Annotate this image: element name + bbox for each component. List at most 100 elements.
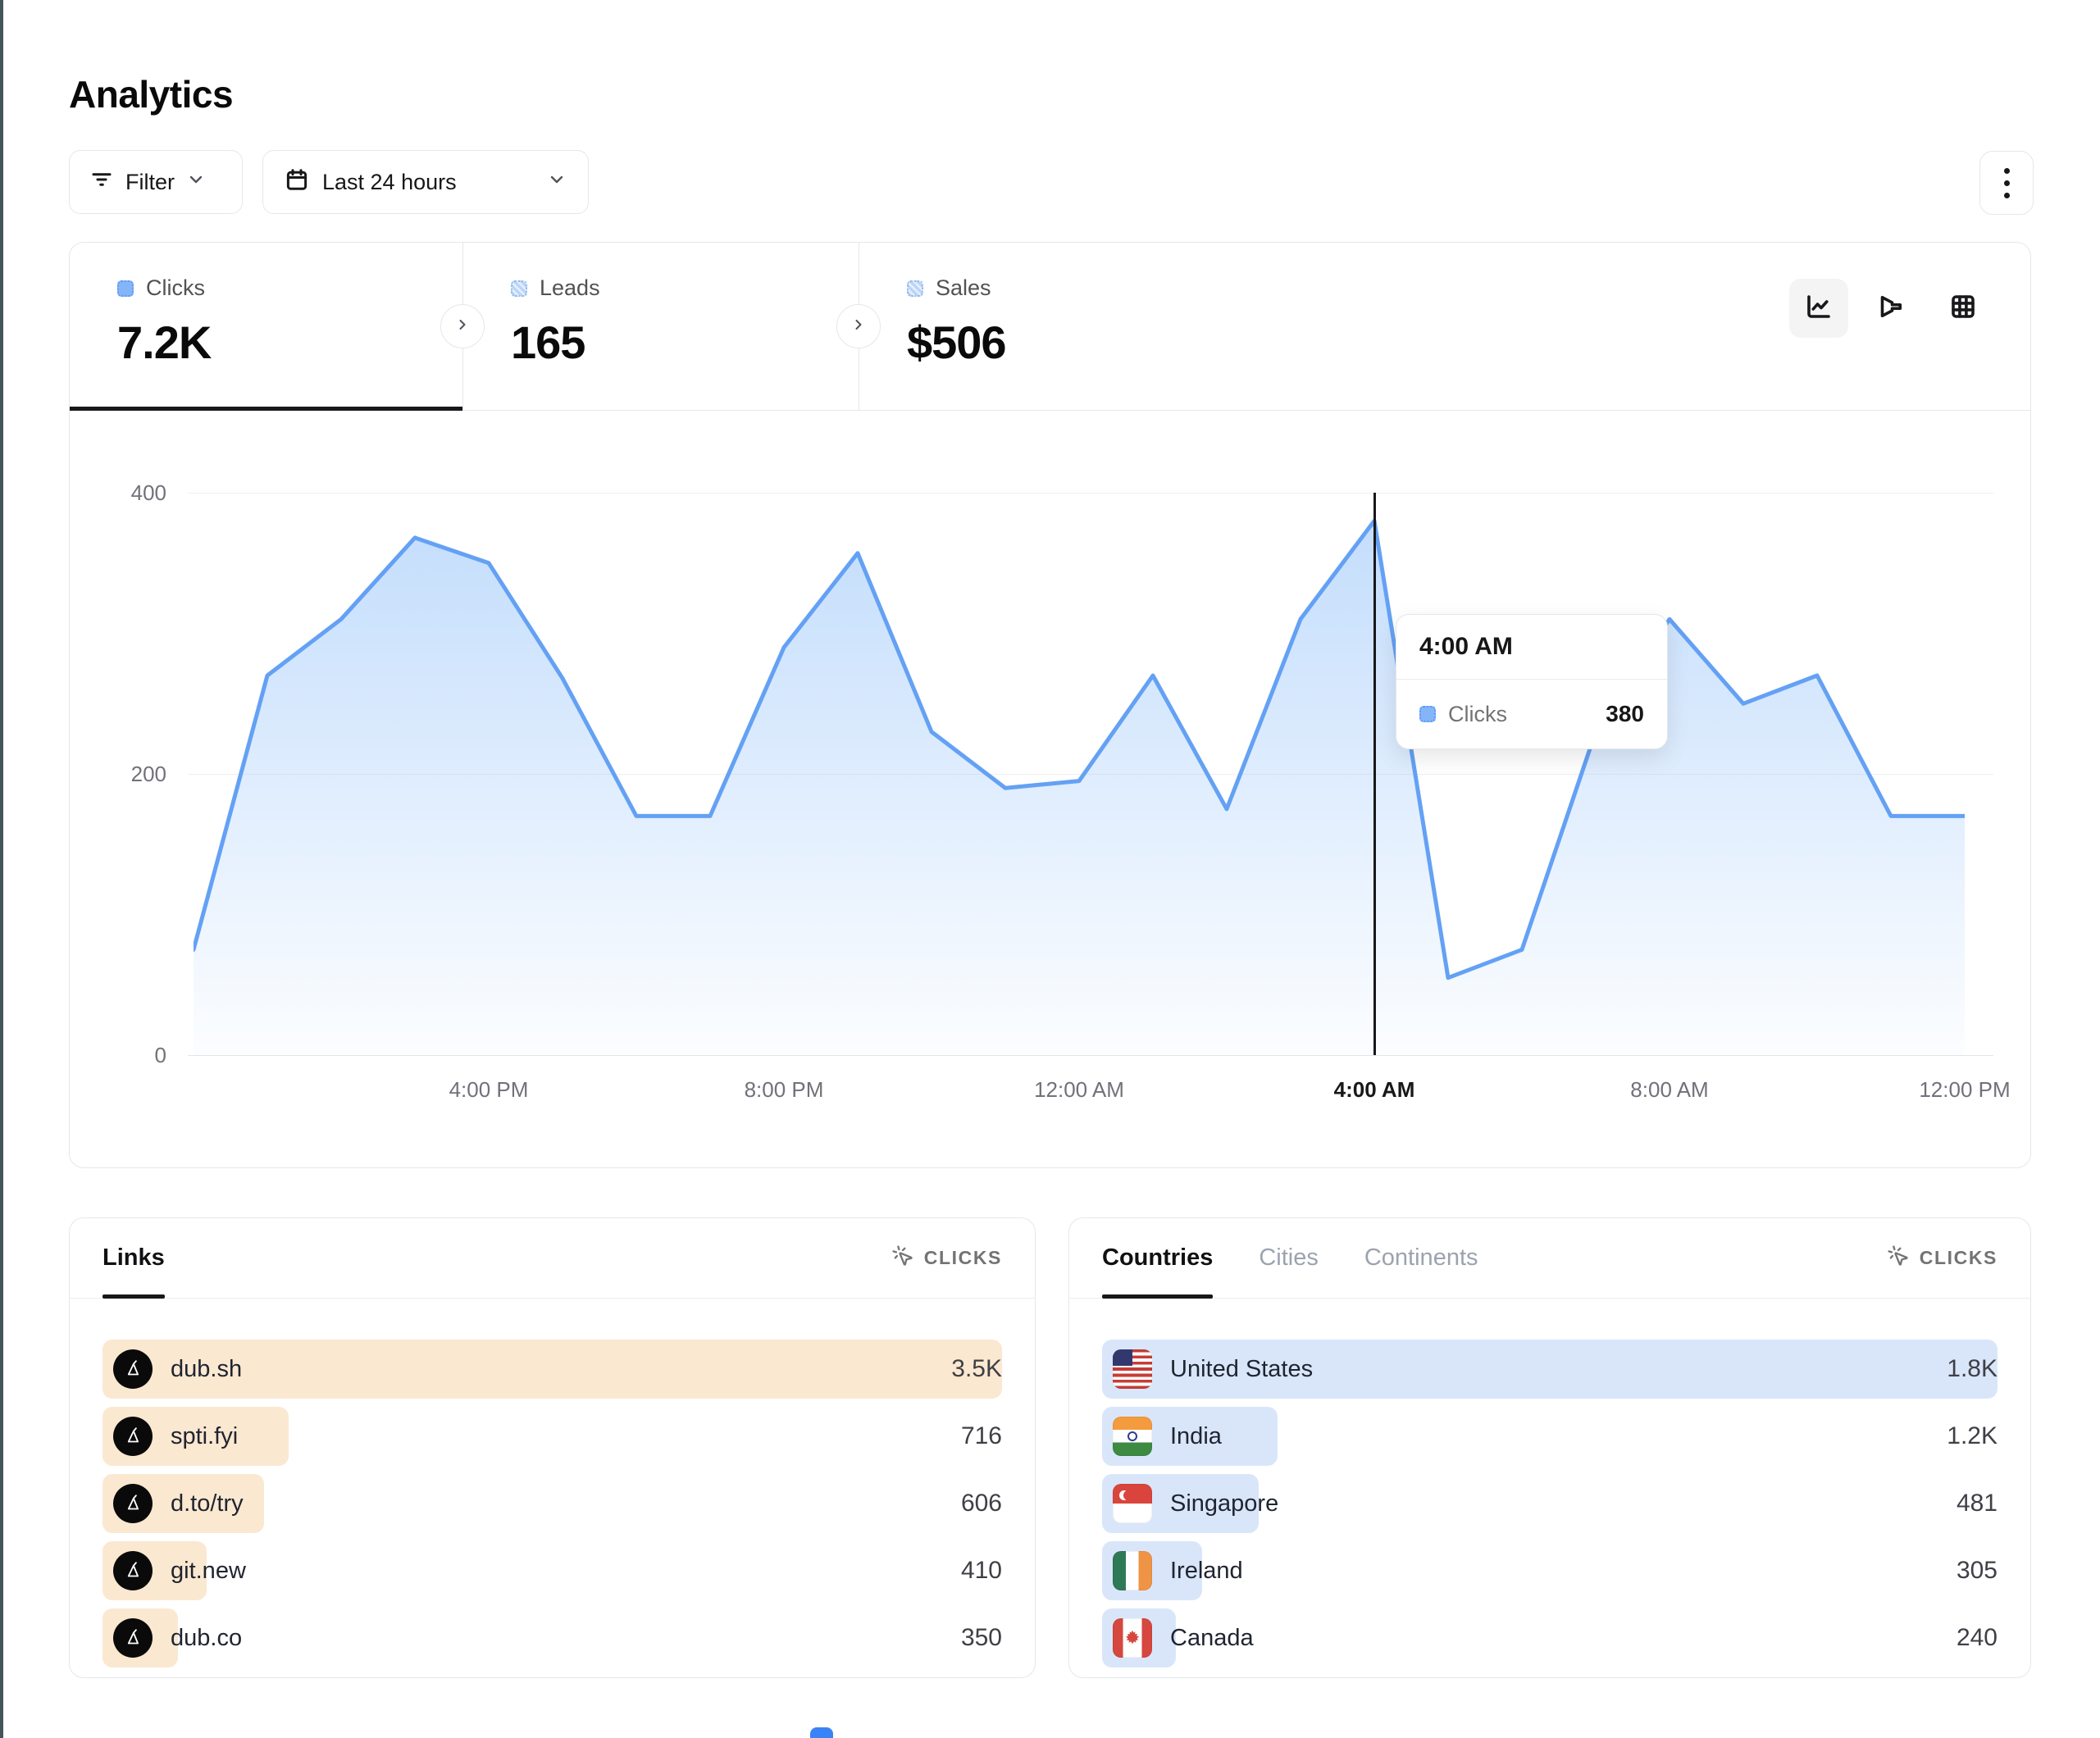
chart-type-toggle-group (1789, 279, 1993, 338)
y-tick-label: 400 (130, 480, 166, 505)
link-row-d.to/try[interactable]: d.to/try 606 (102, 1474, 1002, 1533)
country-row-singapore[interactable]: Singapore 481 (1102, 1474, 1998, 1533)
ie-flag-icon (1113, 1551, 1152, 1590)
dub-logo-icon (113, 1618, 153, 1658)
row-label: Ireland (1170, 1557, 1243, 1584)
link-row-spti.fyi[interactable]: spti.fyi 716 (102, 1407, 1002, 1466)
chart-tooltip: 4:00 AM Clicks 380 (1396, 614, 1668, 749)
dub-logo-icon (113, 1417, 153, 1456)
row-label: India (1170, 1422, 1222, 1449)
tab-leads[interactable]: Leads 165 (462, 243, 859, 411)
tab-links[interactable]: Links (102, 1218, 165, 1299)
x-tick-label: 8:00 AM (1630, 1077, 1709, 1102)
dub-logo-icon (113, 1349, 153, 1389)
clicks-line (194, 518, 1965, 980)
x-tick-label: 4:00 PM (449, 1077, 529, 1102)
funnel-icon (1876, 292, 1906, 325)
clicks-area-chart[interactable] (194, 487, 1965, 1061)
country-row-india[interactable]: India 1.2K (1102, 1407, 1998, 1466)
clicks-series-swatch (117, 280, 134, 297)
link-row-dub.co[interactable]: dub.co 350 (102, 1608, 1002, 1667)
gridline-400 (188, 493, 1993, 494)
row-value: 716 (960, 1422, 1002, 1449)
tab-continents[interactable]: Continents (1364, 1218, 1478, 1298)
row-label: United States (1170, 1355, 1314, 1382)
chevron-down-icon (186, 170, 206, 195)
filter-icon (89, 167, 114, 198)
row-value: 481 (1956, 1490, 1998, 1517)
clicks-tab-label: Clicks (146, 275, 205, 300)
links-panel: Links CLICKS dub.sh 3.5K spti.fyi 716 d.to/t… (69, 1217, 1036, 1678)
row-label: dub.co (171, 1624, 243, 1651)
hover-crosshair (1373, 493, 1376, 1055)
line-chart-view-button[interactable] (1789, 279, 1848, 338)
chevron-down-icon (547, 170, 567, 195)
row-label: Singapore (1170, 1490, 1279, 1517)
leads-tab-label: Leads (540, 275, 600, 300)
link-row-dub.sh[interactable]: dub.sh 3.5K (102, 1340, 1002, 1399)
analytics-card: Clicks 7.2K Leads 165 Sales $506 (69, 242, 2031, 1168)
funnel-view-button[interactable] (1861, 279, 1920, 338)
us-flag-icon (1113, 1349, 1152, 1389)
continents-tab-label: Continents (1364, 1244, 1478, 1271)
y-tick-label: 0 (154, 1043, 166, 1067)
countries-metric-toggle[interactable]: CLICKS (1887, 1244, 1998, 1272)
country-row-ireland[interactable]: Ireland 305 (1102, 1541, 1998, 1600)
countries-metric-label: CLICKS (1919, 1247, 1998, 1268)
countries-panel: Countries Cities Continents CLICKS Unite… (1068, 1217, 2031, 1678)
more-options-button[interactable] (1979, 151, 2034, 215)
area-fill (194, 521, 1965, 1055)
tooltip-value: 380 (1606, 701, 1644, 726)
cities-tab-label: Cities (1259, 1244, 1319, 1271)
row-value: 305 (1956, 1557, 1998, 1584)
row-value: 606 (960, 1490, 1002, 1517)
line-chart-icon (1804, 292, 1834, 325)
active-tab-underline (70, 407, 462, 411)
country-row-united-states[interactable]: United States 1.8K (1102, 1340, 1998, 1399)
expand-leads-sales-button[interactable] (836, 304, 881, 348)
filter-button-label: Filter (125, 169, 175, 194)
date-range-label: Last 24 hours (322, 169, 457, 194)
value-bar (102, 1340, 1002, 1399)
page-title: Analytics (69, 73, 234, 116)
leads-tab-value: 165 (511, 316, 585, 368)
sg-flag-icon (1113, 1484, 1152, 1523)
ca-flag-icon (1113, 1618, 1152, 1658)
row-value: 240 (1956, 1624, 1998, 1651)
row-value: 3.5K (951, 1355, 1002, 1382)
calendar-icon (285, 167, 309, 198)
row-value: 1.2K (1947, 1422, 1998, 1449)
metric-tabs: Clicks 7.2K Leads 165 Sales $506 (70, 243, 2030, 411)
tab-clicks[interactable]: Clicks 7.2K (70, 243, 462, 411)
row-label: Canada (1170, 1624, 1254, 1651)
row-value: 1.8K (1947, 1355, 1998, 1382)
filter-button[interactable]: Filter (69, 150, 243, 214)
countries-tab-label: Countries (1102, 1244, 1214, 1271)
country-row-canada[interactable]: Canada 240 (1102, 1608, 1998, 1667)
grid-icon (1948, 292, 1978, 325)
sales-series-swatch (907, 280, 923, 297)
tooltip-series-swatch (1419, 706, 1436, 722)
date-range-button[interactable]: Last 24 hours (262, 150, 589, 214)
row-label: dub.sh (171, 1355, 243, 1382)
leads-series-swatch (511, 280, 527, 297)
table-view-button[interactable] (1934, 279, 1993, 338)
links-metric-toggle[interactable]: CLICKS (891, 1244, 1002, 1272)
expand-clicks-leads-button[interactable] (440, 304, 485, 348)
x-tick-label: 8:00 PM (744, 1077, 824, 1102)
tab-cities[interactable]: Cities (1259, 1218, 1319, 1298)
tab-countries[interactable]: Countries (1102, 1218, 1214, 1299)
page-edge-strip (0, 0, 3, 1738)
sales-tab-value: $506 (907, 316, 1007, 368)
row-label: git.new (171, 1557, 246, 1584)
link-row-git.new[interactable]: git.new 410 (102, 1541, 1002, 1600)
row-value: 410 (960, 1557, 1002, 1584)
chevron-right-icon (850, 316, 867, 337)
row-value: 350 (960, 1624, 1002, 1651)
tab-sales[interactable]: Sales $506 (859, 243, 1433, 411)
gridline-0 (188, 1055, 1993, 1056)
chevron-right-icon (454, 316, 471, 337)
partial-element-bottom (810, 1727, 833, 1738)
cursor-click-icon (891, 1244, 914, 1272)
dub-logo-icon (113, 1484, 153, 1523)
